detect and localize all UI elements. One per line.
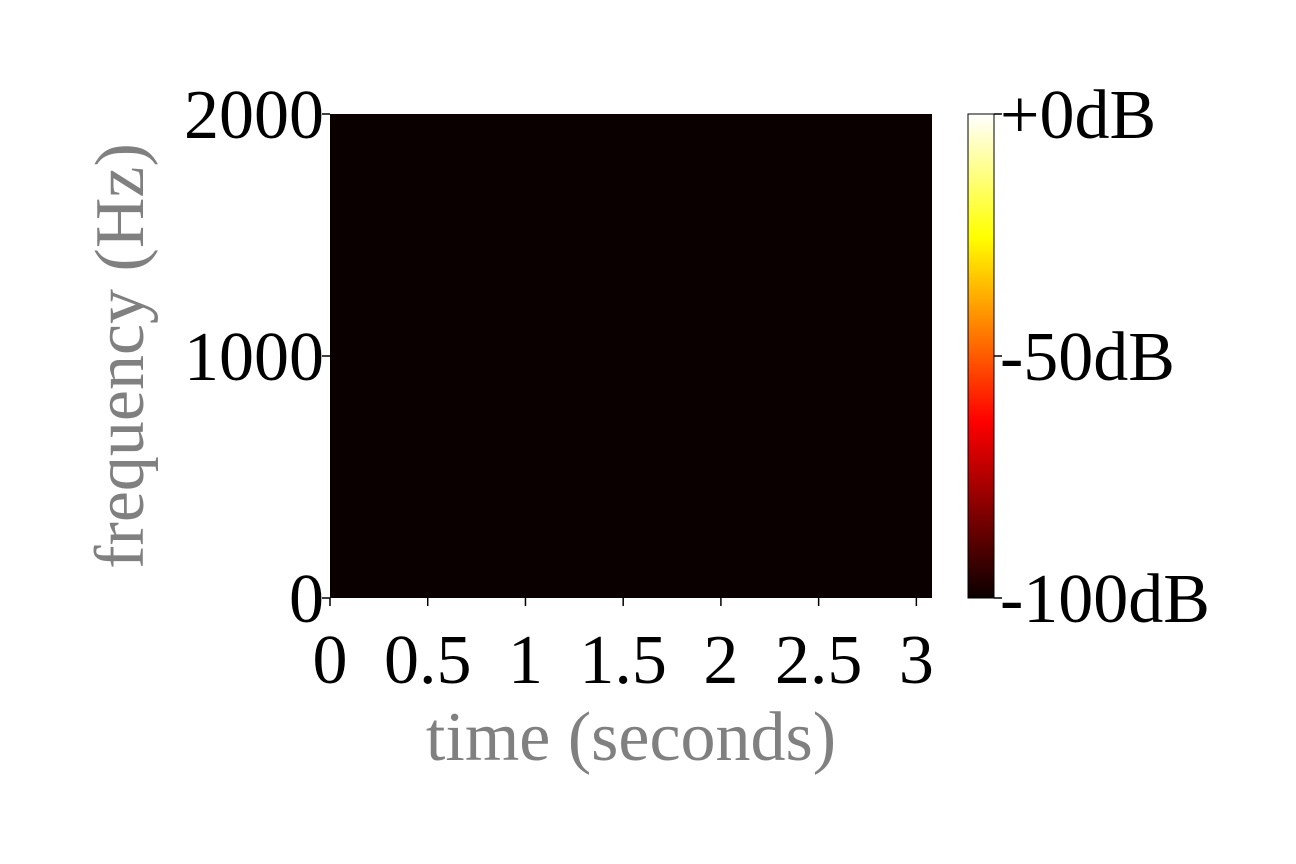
y-tick-label: 1000 [184, 319, 324, 396]
colorbar-ticks: +0dB -50dB -100dB [994, 77, 1210, 638]
x-tick-label: 3 [899, 622, 934, 699]
x-axis-label: time (seconds) [426, 699, 836, 776]
x-tick-label: 2.5 [775, 622, 863, 699]
y-axis-ticks: 0 1000 2000 [184, 77, 330, 638]
x-tick-label: 0 [313, 622, 348, 699]
colorbar-tick-label: -50dB [1000, 319, 1175, 396]
spectrogram-plot-area [330, 114, 932, 598]
colorbar-tick-label: -100dB [1000, 561, 1210, 638]
y-tick-label: 2000 [184, 77, 324, 154]
x-axis-ticks: 0 0.5 1 1.5 2 2.5 3 [313, 598, 934, 699]
colorbar [967, 113, 995, 599]
y-tick-label: 0 [289, 561, 324, 638]
colorbar-tick-label: +0dB [1000, 77, 1156, 154]
x-tick-label: 1 [508, 622, 543, 699]
y-axis-label: frequency (Hz) [82, 143, 159, 569]
x-tick-label: 0.5 [384, 622, 472, 699]
x-tick-label: 1.5 [579, 622, 667, 699]
x-tick-label: 2 [703, 622, 738, 699]
